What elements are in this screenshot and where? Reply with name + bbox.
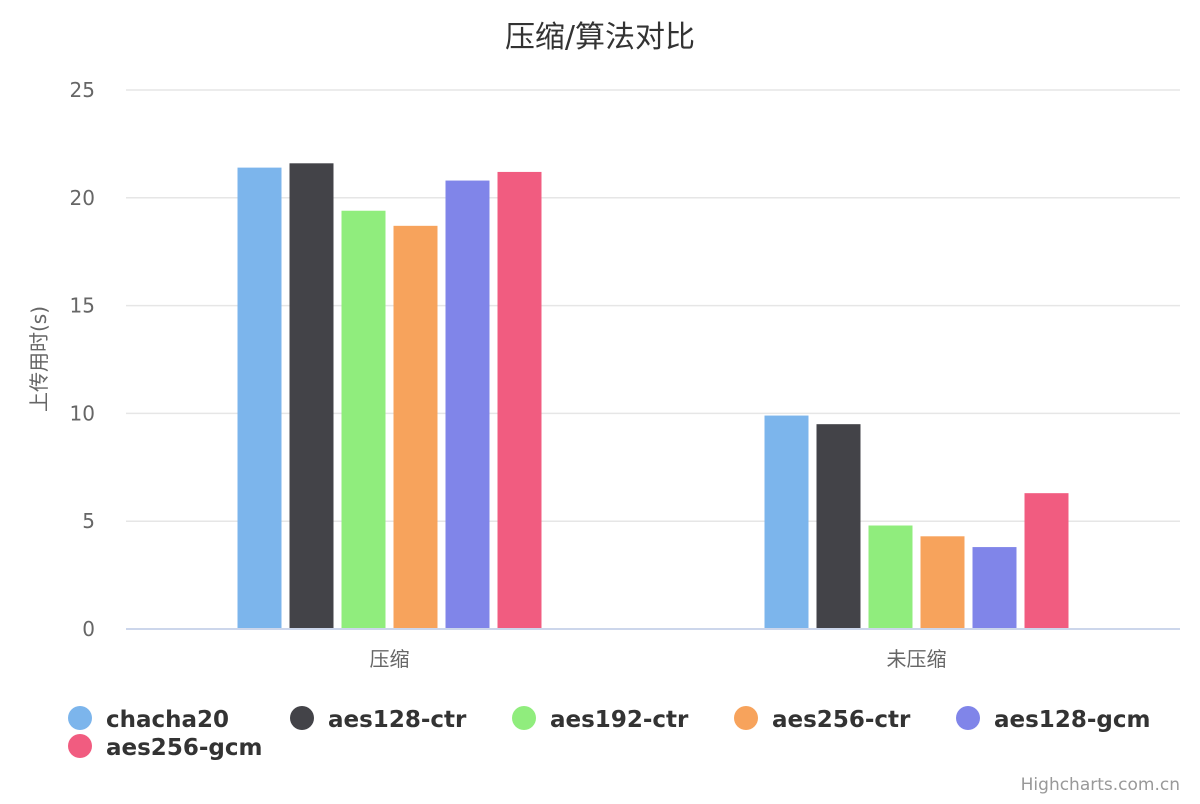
legend-marker — [734, 706, 758, 730]
legend-marker — [956, 706, 980, 730]
legend-item-aes128-ctr[interactable]: aes128-ctr — [290, 706, 467, 733]
legend-marker — [68, 734, 92, 758]
y-axis-title: 上传用时(s) — [27, 306, 51, 412]
bar-chacha20-1[interactable] — [764, 415, 809, 629]
y-tick-label: 5 — [82, 509, 95, 533]
legend-item-aes256-ctr[interactable]: aes256-ctr — [734, 706, 911, 733]
legend-marker — [68, 706, 92, 730]
grid-lines — [126, 89, 1180, 522]
y-tick-label: 0 — [82, 617, 95, 641]
bar-aes192-ctr-1[interactable] — [868, 525, 913, 629]
credits-link[interactable]: Highcharts.com.cn — [1021, 775, 1180, 795]
bar-aes128-gcm-1[interactable] — [972, 547, 1017, 629]
bar-aes128-ctr-0[interactable] — [289, 163, 334, 629]
y-axis-ticks: 0 5 10 15 20 25 — [70, 78, 95, 641]
legend-item-aes128-gcm[interactable]: aes128-gcm — [956, 706, 1150, 733]
legend-item-aes256-gcm[interactable]: aes256-gcm — [68, 734, 262, 761]
legend-label: aes128-gcm — [994, 707, 1150, 733]
bar-aes256-ctr-0[interactable] — [393, 225, 438, 629]
legend-label: aes128-ctr — [328, 707, 467, 733]
y-tick-label: 20 — [70, 186, 95, 210]
legend-label: chacha20 — [106, 707, 229, 733]
bar-aes192-ctr-0[interactable] — [341, 210, 386, 629]
legend: chacha20 aes128-ctr aes192-ctr aes256-ctr ae… — [68, 706, 1150, 761]
legend-label: aes256-gcm — [106, 735, 262, 761]
legend-label: aes256-ctr — [772, 707, 911, 733]
x-category-label: 未压缩 — [887, 647, 947, 671]
legend-item-aes192-ctr[interactable]: aes192-ctr — [512, 706, 689, 733]
bar-chacha20-0[interactable] — [237, 167, 282, 629]
legend-item-chacha20[interactable]: chacha20 — [68, 706, 229, 733]
x-category-label: 压缩 — [370, 647, 410, 671]
legend-marker — [290, 706, 314, 730]
bar-aes256-ctr-1[interactable] — [920, 536, 965, 629]
chart-title: 压缩/算法对比 — [505, 20, 695, 55]
bar-aes256-gcm-0[interactable] — [497, 171, 542, 630]
plot-bars — [237, 163, 1069, 630]
x-axis: 压缩 未压缩 — [126, 628, 1180, 671]
legend-marker — [512, 706, 536, 730]
bar-aes256-gcm-1[interactable] — [1024, 493, 1069, 629]
y-tick-label: 10 — [70, 401, 95, 425]
bar-aes128-gcm-0[interactable] — [445, 180, 490, 629]
legend-label: aes192-ctr — [550, 707, 689, 733]
y-tick-label: 25 — [70, 78, 95, 102]
y-tick-label: 15 — [70, 294, 95, 318]
bar-aes128-ctr-1[interactable] — [816, 424, 861, 629]
